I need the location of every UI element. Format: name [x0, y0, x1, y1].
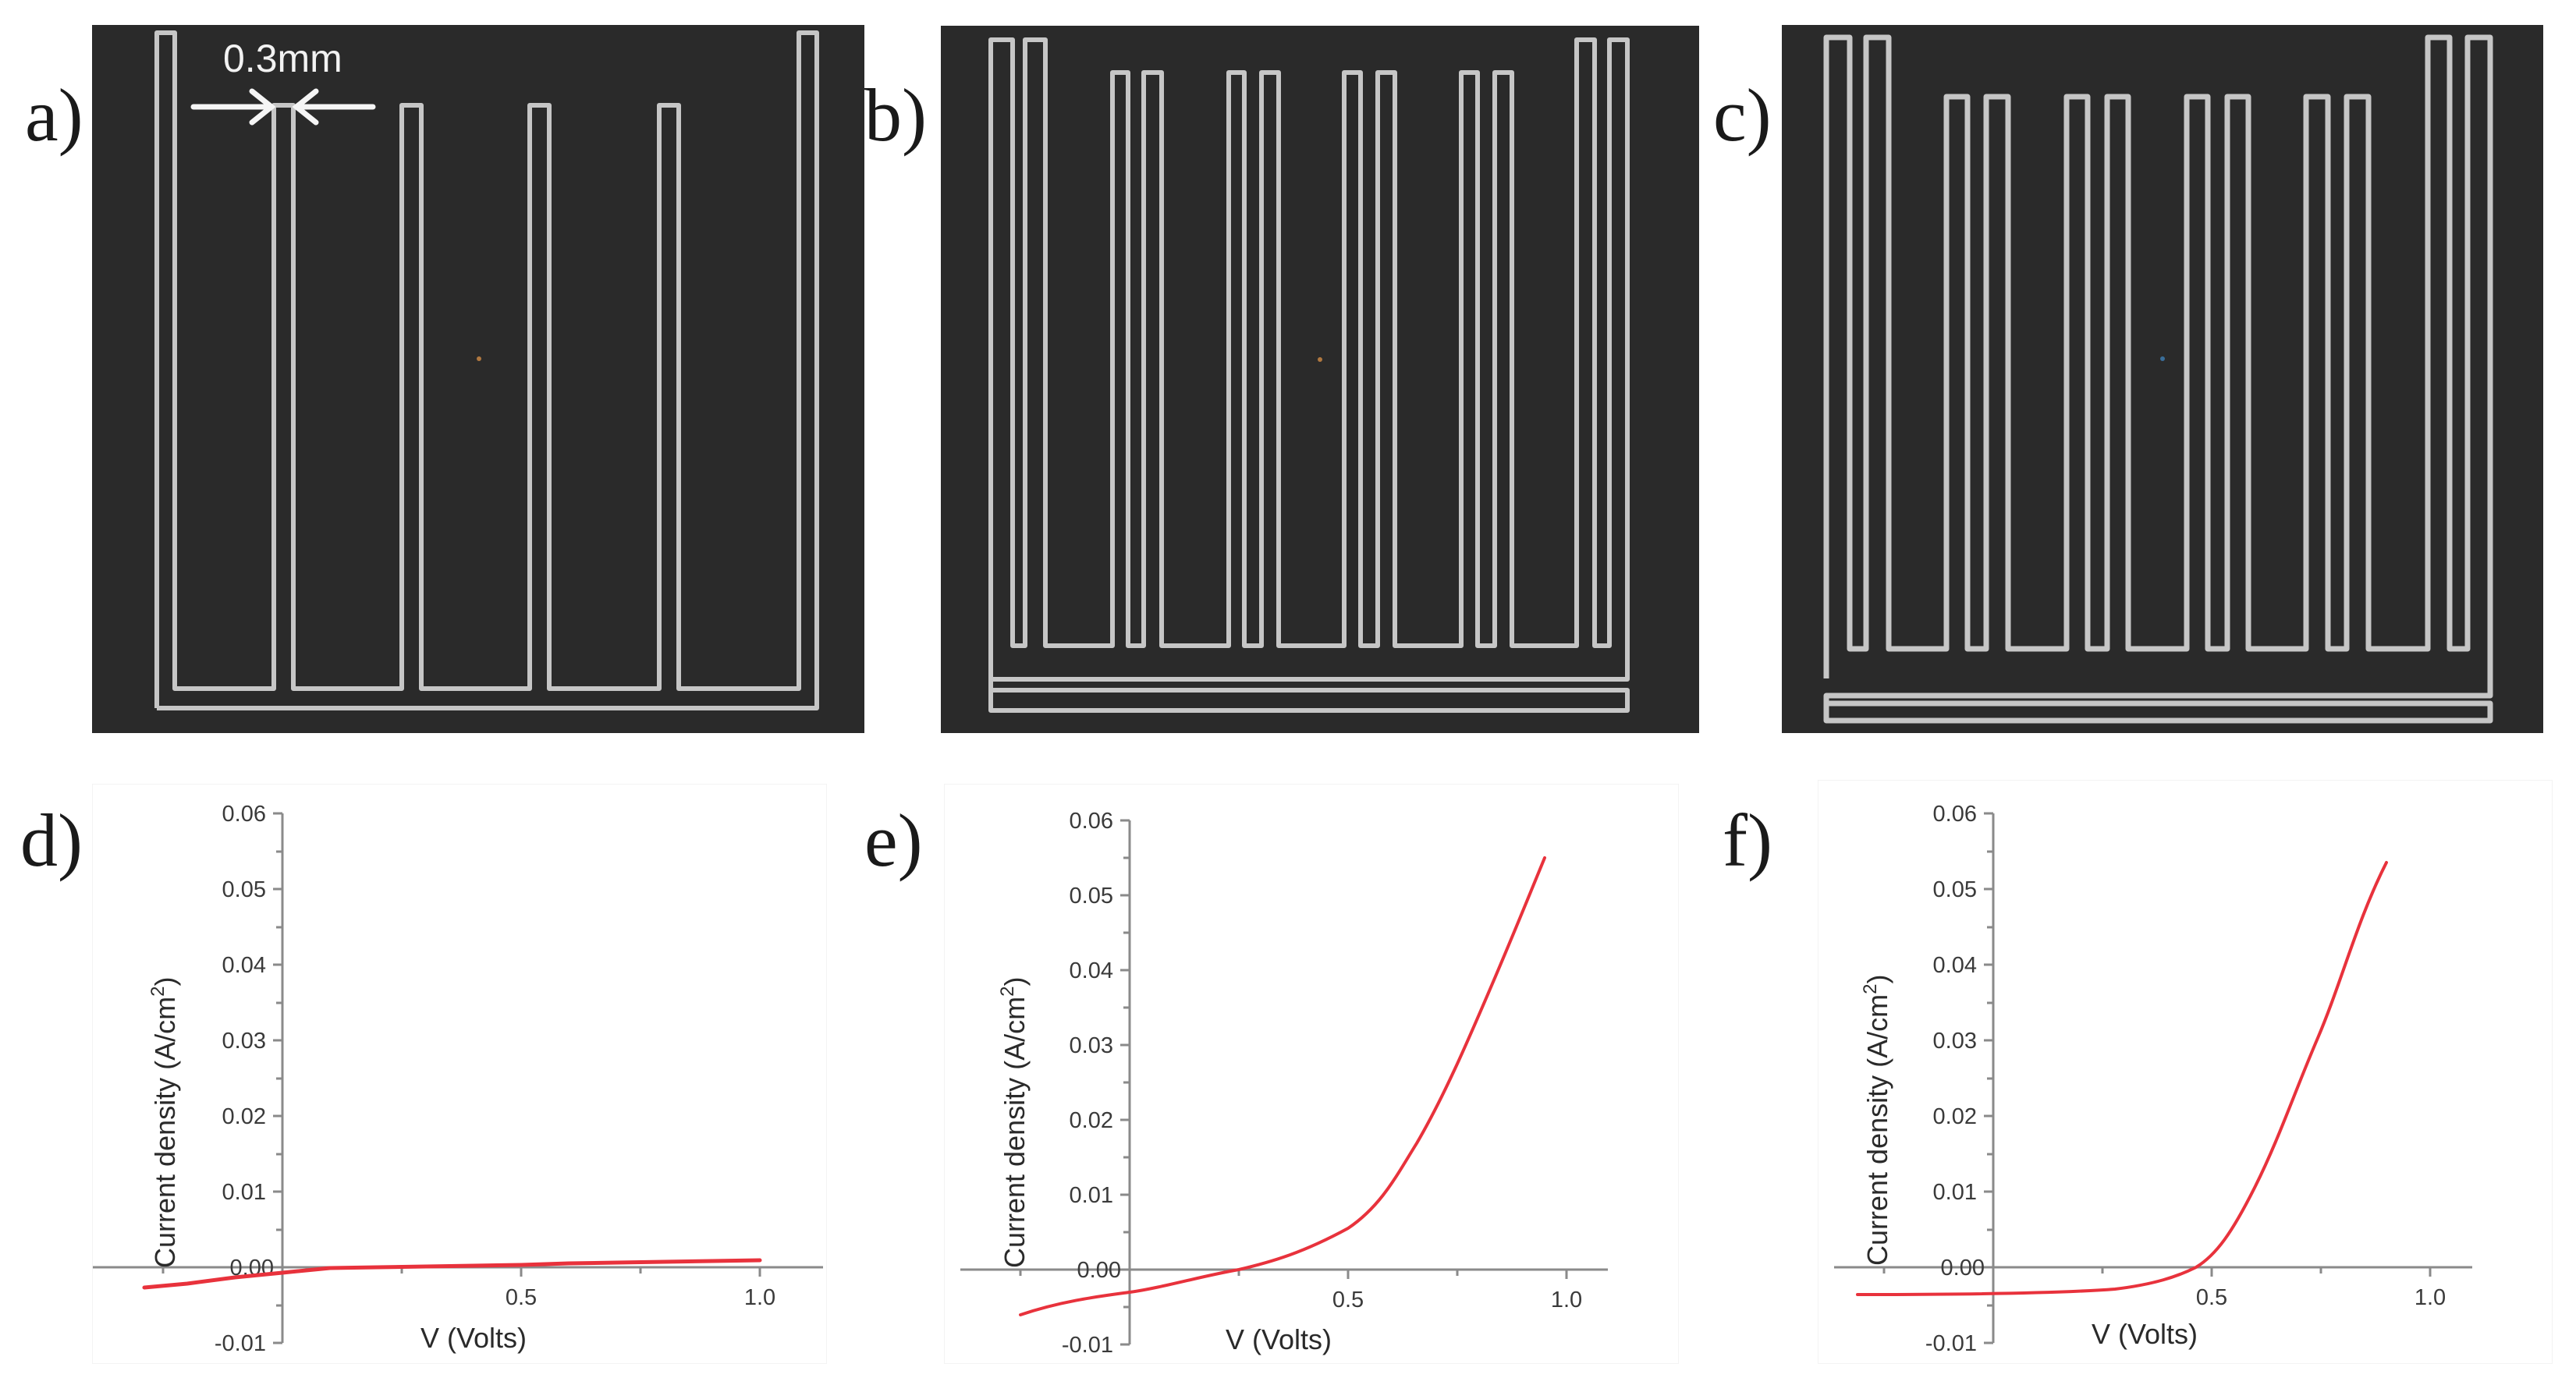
jv-curve: [1856, 861, 2388, 1296]
panel-label-c: c): [1713, 73, 1772, 157]
y-tick-label: 0.04: [1933, 953, 1977, 978]
panel-label-b: b): [864, 73, 927, 157]
micrograph-panel-a: 0.3mm: [92, 25, 864, 733]
y-tick-label: 0.02: [222, 1104, 266, 1129]
y-tick-label: 0.04: [1070, 958, 1113, 983]
jv-curve: [142, 1258, 762, 1290]
y-axis-title: Current density (A/cm2): [1860, 975, 1893, 1266]
x-tick-label: 0.5: [2196, 1285, 2227, 1310]
y-tick-label: 0.00: [1941, 1256, 1985, 1281]
x-tick-label: 1.0: [2415, 1285, 2446, 1310]
y-tick-label: 0.06: [222, 802, 266, 827]
y-tick-label: -0.01: [1062, 1333, 1113, 1358]
y-tick-label: 0.02: [1933, 1104, 1977, 1129]
scale-annotation: 0.3mm: [223, 37, 342, 80]
y-tick-label: -0.01: [1925, 1331, 1977, 1356]
panel-label-a: a): [25, 73, 83, 157]
panel-label-e: e): [864, 799, 923, 882]
y-tick-label: 0.01: [1933, 1180, 1977, 1205]
y-tick-label: 0.05: [222, 877, 266, 902]
jv-plot-f: 0.06 0.05 0.04 0.03 0.02 0.01 0.00 -0.01…: [1834, 802, 2472, 1356]
micrograph-panel-c: [1782, 25, 2543, 733]
y-axis-title: Current density (A/cm2): [997, 977, 1031, 1268]
jv-curve: [1019, 856, 1546, 1316]
x-tick-label: 1.0: [744, 1285, 775, 1310]
panel-label-d: d): [20, 799, 83, 882]
y-tick-label: 0.03: [1933, 1029, 1977, 1054]
y-tick-label: 0.01: [222, 1180, 266, 1205]
y-tick-label: 0.01: [1070, 1183, 1113, 1208]
jv-plot-d: 0.06 0.05 0.04 0.03 0.02 0.01 0.00 -0.01…: [93, 802, 823, 1356]
serpentine-electrode-c: [1823, 34, 2493, 724]
y-tick-label: 0.06: [1070, 809, 1113, 834]
y-axis-title: Current density (A/cm2): [147, 977, 181, 1268]
y-tick-label: 0.06: [1933, 802, 1977, 827]
serpentine-electrode-b: [988, 37, 1630, 713]
jv-plot-e: 0.06 0.05 0.04 0.03 0.02 0.01 0.00 -0.01…: [960, 809, 1608, 1358]
serpentine-electrode-a: 0.3mm: [154, 30, 819, 710]
x-axis-title: V (Volts): [420, 1322, 527, 1354]
y-tick-label: 0.04: [222, 953, 266, 978]
jv-chart-f: 0.06 0.05 0.04 0.03 0.02 0.01 0.00 -0.01…: [1818, 780, 2553, 1364]
y-tick-label: 0.02: [1070, 1108, 1113, 1133]
y-tick-label: 0.05: [1070, 884, 1113, 909]
y-tick-label: 0.03: [222, 1029, 266, 1054]
y-tick-label: 0.03: [1070, 1033, 1113, 1058]
panel-label-f: f): [1723, 799, 1772, 882]
jv-chart-e: 0.06 0.05 0.04 0.03 0.02 0.01 0.00 -0.01…: [944, 784, 1679, 1364]
dimension-arrows-icon: [190, 88, 376, 126]
y-tick-label: -0.01: [215, 1331, 266, 1356]
y-tick-label: 0.05: [1933, 877, 1977, 902]
x-tick-label: 0.5: [506, 1285, 537, 1310]
x-tick-label: 0.5: [1332, 1288, 1364, 1312]
x-tick-label: 1.0: [1551, 1288, 1582, 1312]
x-axis-title: V (Volts): [2092, 1318, 2198, 1350]
x-axis-title: V (Volts): [1226, 1323, 1332, 1355]
jv-chart-d: 0.06 0.05 0.04 0.03 0.02 0.01 0.00 -0.01…: [92, 784, 827, 1364]
y-tick-label: 0.00: [1077, 1258, 1121, 1283]
micrograph-panel-b: [941, 26, 1699, 733]
